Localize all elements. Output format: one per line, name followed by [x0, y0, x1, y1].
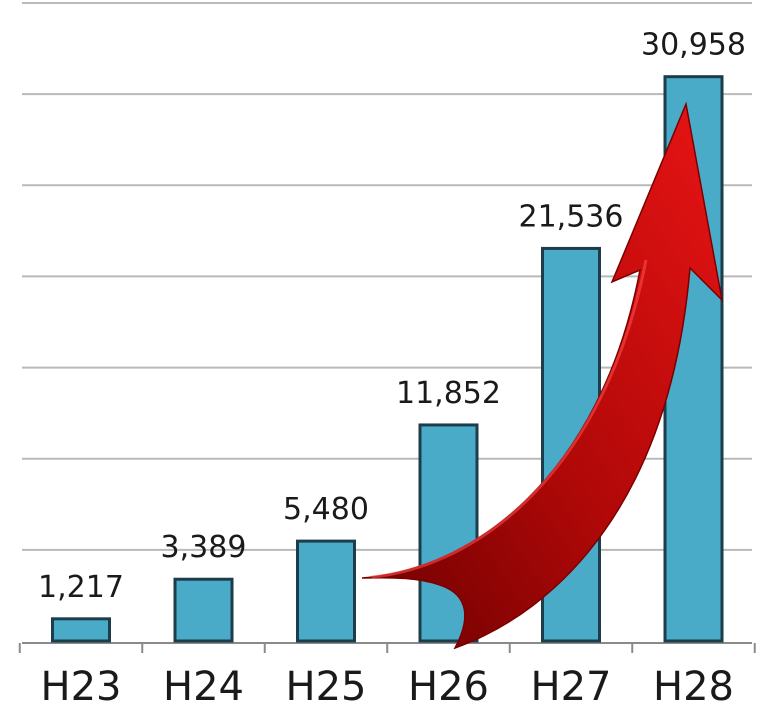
x-tick-label-h23: H23 — [41, 664, 122, 708]
value-label-h25: 5,480 — [283, 492, 369, 527]
x-tick-label-h25: H25 — [286, 664, 367, 708]
x-tick-label-h27: H27 — [531, 664, 612, 708]
value-labels: 1,217 3,389 5,480 11,852 21,536 30,958 — [38, 28, 746, 605]
growth-arrow — [361, 101, 724, 650]
value-label-h26: 11,852 — [396, 376, 501, 411]
x-tick-label-h26: H26 — [408, 664, 489, 708]
value-label-h23: 1,217 — [38, 570, 124, 605]
bar-h24 — [173, 577, 234, 643]
x-tick-labels: H23 H24 H25 H26 H27 H28 — [41, 664, 734, 708]
value-label-h27: 21,536 — [519, 199, 624, 234]
value-label-h24: 3,389 — [161, 530, 247, 565]
x-tick-label-h24: H24 — [163, 664, 244, 708]
x-tick-label-h28: H28 — [653, 664, 734, 708]
value-label-h28: 30,958 — [641, 28, 746, 63]
x-axis — [18, 642, 756, 653]
growth-arrow-highlight — [371, 259, 648, 579]
gridlines — [22, 2, 752, 551]
bar-h23 — [51, 617, 111, 643]
bar-h25 — [296, 539, 356, 643]
